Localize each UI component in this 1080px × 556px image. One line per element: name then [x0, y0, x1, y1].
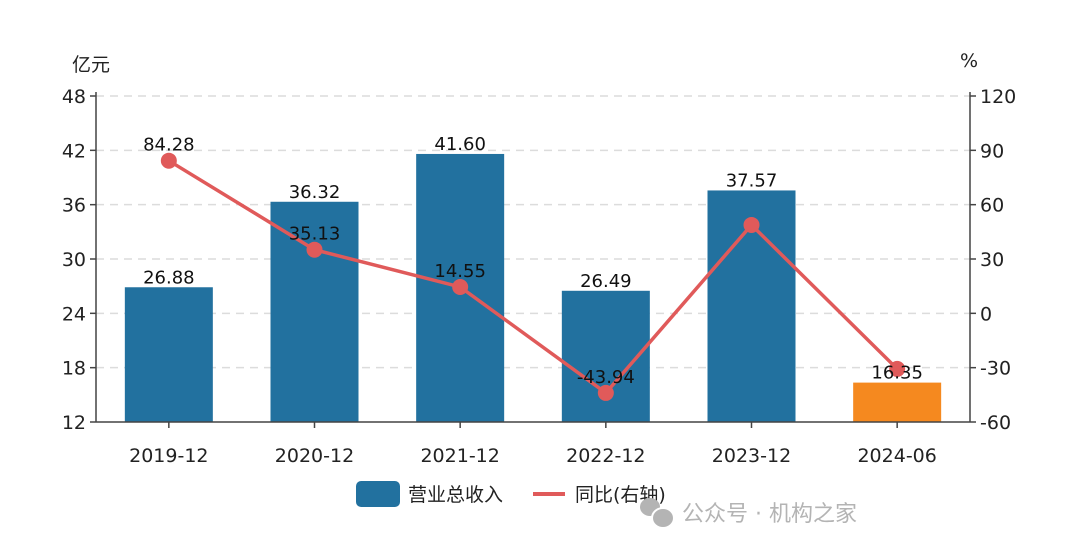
- watermark-text: 公众号 · 机构之家: [682, 502, 857, 527]
- growth-value-label: -43.94: [577, 367, 635, 388]
- growth-point: [306, 241, 323, 258]
- left-tick-label: 12: [62, 412, 86, 434]
- x-tick-label: 2021-12: [420, 445, 499, 467]
- wechat-icon: [640, 498, 675, 529]
- x-tick-label: 2024-06: [857, 445, 936, 467]
- left-tick-label: 30: [62, 249, 86, 271]
- legend-line-swatch: [533, 491, 566, 496]
- left-tick-label: 36: [62, 195, 86, 217]
- right-tick-label: -60: [980, 412, 1011, 434]
- right-tick-label: 120: [980, 86, 1016, 108]
- bar: [124, 287, 213, 422]
- x-tick-label: 2019-12: [129, 445, 208, 467]
- growth-point: [597, 384, 614, 401]
- left-tick-label: 42: [62, 140, 86, 162]
- bar: [853, 382, 942, 422]
- watermark: 公众号 · 机构之家: [640, 496, 857, 529]
- growth-value-label: 35.13: [289, 224, 341, 245]
- growth-point: [743, 216, 760, 233]
- growth-point: [160, 152, 177, 169]
- legend-bar-swatch: [356, 480, 400, 507]
- right-tick-label: 0: [980, 303, 992, 325]
- bar-value-label: 41.60: [434, 134, 486, 155]
- growth-point: [889, 360, 906, 377]
- legend-bar-label: 营业总收入: [408, 484, 504, 506]
- right-axis-unit: %: [960, 50, 979, 72]
- legend: 营业总收入 同比(右轴): [356, 480, 666, 507]
- growth-line: [167, 159, 899, 396]
- x-tick-label: 2022-12: [566, 445, 645, 467]
- bar: [270, 201, 359, 422]
- bar-value-label: 16.35: [871, 363, 923, 384]
- bar-value-label: 36.32: [289, 182, 341, 203]
- x-tick-label: 2023-12: [712, 445, 791, 467]
- growth-value-label: 14.55: [434, 261, 486, 282]
- growth-value-label: 84.28: [143, 135, 195, 156]
- x-tick-label: 2020-12: [275, 445, 354, 467]
- growth-point: [452, 278, 469, 295]
- bar-value-label: 37.57: [726, 170, 778, 191]
- right-tick-label: 30: [980, 249, 1004, 271]
- right-tick-label: 90: [980, 140, 1004, 162]
- right-tick-label: 60: [980, 195, 1004, 217]
- left-tick-label: 24: [62, 303, 86, 325]
- left-axis-unit: 亿元: [72, 54, 111, 76]
- bar-value-label: 26.49: [580, 271, 632, 292]
- bar-value-label: 26.88: [143, 267, 195, 288]
- left-tick-label: 18: [62, 358, 86, 380]
- left-tick-label: 48: [62, 86, 86, 108]
- right-tick-label: -30: [980, 358, 1011, 380]
